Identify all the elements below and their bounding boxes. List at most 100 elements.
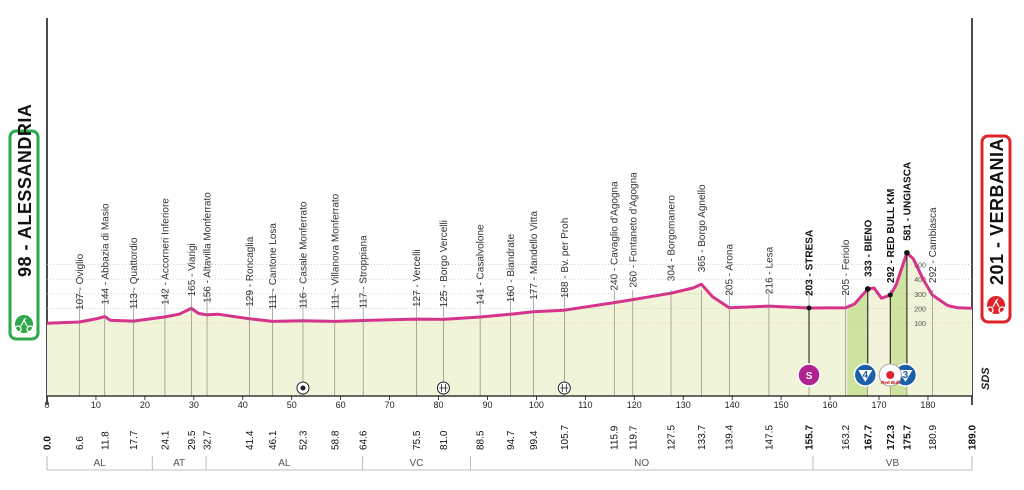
x-tick-label: 40	[238, 400, 248, 410]
start-label: 98 - ALESSANDRIA	[15, 104, 35, 277]
town-label: 156 - Altavilla Monferrato	[203, 192, 214, 303]
finish-label: 201 - VERBANIA	[987, 138, 1007, 285]
km-label: 64.6	[359, 430, 370, 450]
town-label: 205 - Arona	[725, 244, 736, 296]
town-label: 188 - Bv. per Proh	[560, 218, 571, 298]
finish-badge: 201 - VERBANIA	[980, 134, 1012, 324]
region-label: VB	[886, 458, 900, 469]
x-tick-label: 90	[482, 400, 492, 410]
km-label: 58.8	[330, 430, 341, 450]
climb-category-icon	[898, 370, 913, 382]
x-tick-label: 50	[287, 400, 297, 410]
km-label: 147.5	[764, 425, 775, 450]
x-tick-label: 160	[823, 400, 838, 410]
x-tick-label: 70	[385, 400, 395, 410]
x-tick-label: 60	[336, 400, 346, 410]
climb-top-dot	[864, 286, 871, 292]
km-label: 155.7	[805, 425, 816, 450]
km-label: 41.4	[245, 430, 256, 450]
feed-zone-icon	[300, 385, 306, 391]
region-bar: AL AT AL VC NO VB	[46, 456, 973, 471]
climb-category-icon	[858, 370, 873, 382]
red-bull-logo-text: Red Bull	[881, 380, 899, 385]
climb-top-dot	[904, 249, 910, 256]
x-tick-label: 80	[434, 400, 444, 410]
km-label: 24.1	[160, 430, 171, 450]
region-label: VC	[410, 458, 424, 469]
climb-category-label: 3	[903, 370, 909, 381]
x-tick-label: 110	[578, 400, 592, 410]
alt-tick-label: 500	[914, 263, 926, 270]
km-label: 52.3	[298, 430, 309, 450]
town-labels: 107 - Oviglio 144 - Abbazia di Masio 113 -…	[75, 162, 939, 310]
sprint-badge	[797, 363, 821, 387]
x-tick-label: 100	[529, 400, 544, 410]
x-tick-label: 30	[189, 400, 199, 410]
sprint-dot	[806, 305, 812, 311]
town-label: 113 - Quattordio	[129, 237, 140, 309]
climb-category-label: 4	[863, 370, 869, 381]
km-label: 6.6	[75, 436, 86, 450]
km-label: 29.5	[187, 430, 198, 450]
town-label: 177 - Mandello Vitta	[529, 211, 540, 300]
sprint-badge-label: S	[806, 371, 813, 382]
climb-badges: S 4 3 Red Bull	[797, 249, 918, 387]
km-label: 75.5	[412, 430, 423, 450]
alt-tick-label: 300	[914, 292, 926, 299]
town-label: 116 - Casale Monferrato	[298, 201, 309, 309]
bike-icon	[986, 298, 1006, 314]
start-badge: 98 - ALESSANDRIA	[8, 104, 40, 341]
town-label: 260 - Fontaneto d'Agogna	[628, 172, 639, 288]
town-label: 205 - Feriolo	[841, 239, 852, 296]
km-label: 11.8	[100, 431, 111, 450]
town-label: 240 - Cavaglio d'Agogna	[610, 181, 621, 291]
profile-area	[47, 252, 972, 396]
km-label: 17.7	[129, 430, 140, 450]
x-tick-label: 170	[871, 400, 886, 410]
region-label: AT	[173, 458, 185, 469]
town-label: 127 - Vercelli	[412, 249, 423, 307]
town-label: 216 - Lesa	[764, 246, 775, 294]
town-label: 304 - Borgomanero	[667, 195, 678, 282]
x-tick-label: 180	[920, 400, 935, 410]
town-label: 129 - Roncaglia	[245, 236, 256, 306]
km-label: 94.7	[506, 430, 517, 450]
km-label: 88.5	[476, 430, 487, 450]
km-label: 167.7	[863, 425, 874, 450]
bonus-dot	[887, 292, 893, 298]
x-tick-label: 150	[774, 400, 789, 410]
x-tick-label: 20	[140, 400, 150, 410]
km-label: 163.2	[841, 425, 852, 450]
town-label: 203 - STRESA	[805, 230, 816, 296]
town-label: 111 - Villanova Monferrato	[330, 193, 341, 309]
town-label: 581 - UNGIASCA	[902, 162, 913, 241]
town-label: 333 - BIENO	[863, 220, 874, 277]
km-label: 115.9	[610, 425, 621, 450]
x-axis-ticks: 0 10 20 30 40 50 60 70 80 90 100 110 120 130 140 150 160…	[44, 396, 935, 410]
km-label: 127.5	[667, 425, 678, 450]
town-label: 144 - Abbazia di Masio	[100, 203, 111, 305]
town-label: 111 - Cantone Losa	[268, 223, 279, 310]
km-label: 81.0	[439, 430, 450, 450]
region-label: AL	[93, 458, 106, 469]
km-label: 175.7	[902, 425, 913, 450]
km-labels: 0.0 6.6 11.8 17.7 24.1 29.5 32.7 41.4 46.1 52.3 58…	[43, 425, 979, 450]
brand-logo: SDS	[980, 367, 992, 390]
route-markers	[296, 381, 571, 395]
town-label: 292 - RED BULL KM	[886, 189, 897, 283]
km-label: 133.7	[697, 425, 708, 450]
town-label: 160 - Biandrate	[506, 233, 517, 302]
km-label: 189.0	[968, 425, 979, 450]
town-label: 365 - Borgo Agnello	[697, 184, 708, 272]
km-label: 0.0	[43, 436, 54, 450]
town-label: 142 - Accorneri Inferiore	[160, 198, 171, 305]
alt-tick-label: 400	[914, 277, 926, 284]
x-tick-label: 140	[725, 400, 740, 410]
altitude-gridlines: 100 200 300 400 500	[47, 263, 972, 328]
town-label: 141 - Casalvolone	[476, 224, 487, 305]
km-label: 32.7	[203, 430, 214, 450]
town-label: 125 - Borgo Vercelli	[439, 220, 450, 307]
x-tick-label: 120	[627, 400, 642, 410]
km-label: 119.7	[628, 425, 639, 450]
